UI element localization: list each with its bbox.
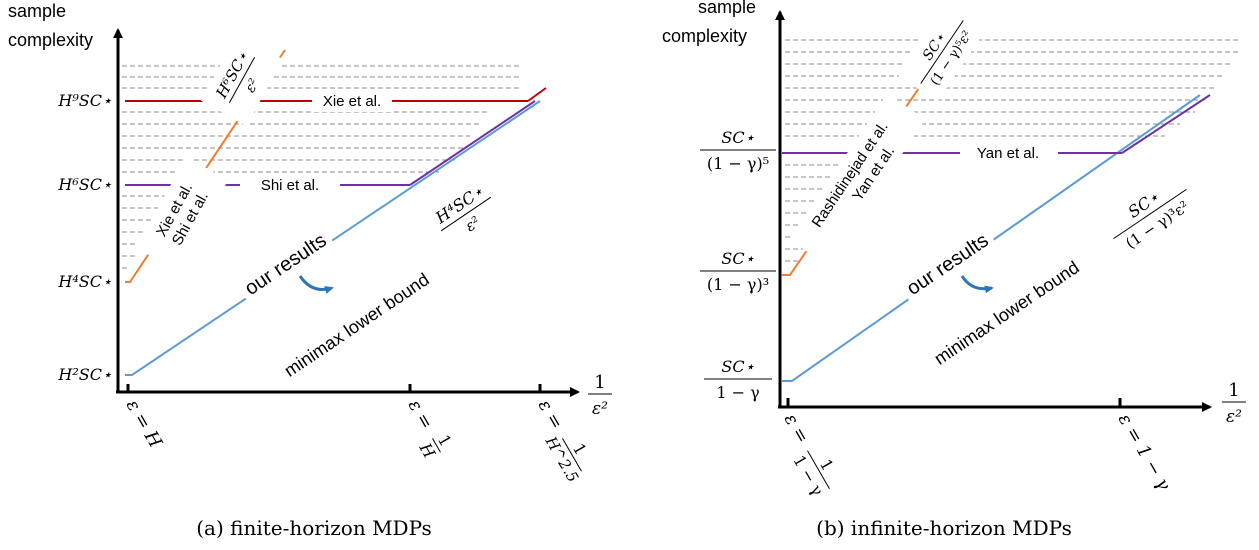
panel-a-xie-shi-line <box>125 49 286 283</box>
panel-b-orange-label-bar <box>920 20 964 84</box>
panel-a-ylabel-line1: sample <box>8 1 66 21</box>
panel-b-ytick-1-den: 1 − γ <box>716 383 759 402</box>
panel-b-yan-label: Yan et al. <box>977 145 1039 162</box>
panel-a-xlabel-den: ε² <box>592 399 608 419</box>
panel-a-minimax-label: minimax lower bound <box>281 269 433 381</box>
panel-b-ytick-1: SC⋆ 1 − γ <box>704 357 772 402</box>
panel-a-our-results-bg <box>235 225 336 304</box>
panel-a-our-results-line <box>125 100 541 376</box>
panel-a-curved-arrow <box>298 275 334 294</box>
panel-a-ytick-h6: H⁶SC⋆ <box>57 175 112 194</box>
panel-b-ytick-3-num: SC⋆ <box>721 249 754 268</box>
panel-b-curved-arrow <box>960 275 994 294</box>
panel-b-ylabel-line1: sample <box>698 0 756 17</box>
panel-a-dashed-lines <box>122 65 522 269</box>
panel-b-rashidinejad-line <box>782 16 969 276</box>
panel-b-ytick-5-num: SC⋆ <box>721 128 754 147</box>
panel-a-xtick-3-den: H^2.5 <box>541 433 582 486</box>
panel-a-shi-label-bg <box>240 174 340 196</box>
panel-a-ytick-h4: H⁴SC⋆ <box>57 272 112 291</box>
panel-b-yan-line-tail <box>1121 94 1211 154</box>
panel-b-rashidinejad-label-bg <box>788 93 926 266</box>
panel-a-xlabel-num: 1 <box>594 372 605 393</box>
panel-a-xie-label: Xie et al. <box>323 93 381 110</box>
panel-a-minimax-den: ε² <box>462 213 484 236</box>
panel-a-xie-line-tail <box>527 87 547 102</box>
panel-b-yan-label-bg <box>960 142 1058 164</box>
panel-b-xtick-1-bar <box>807 450 830 489</box>
panel-a-xtick-2-bar <box>432 438 441 453</box>
panel-b-ytick-3-den: (1 − γ)³ <box>707 275 769 294</box>
panel-a: sample complexity H⁹SC⋆ H⁶SC⋆ H⁴SC⋆ H²SC… <box>8 1 612 540</box>
panel-b-xtick-2: ε = 1 − γ <box>1114 410 1175 494</box>
panel-a-ytick-h9: H⁹SC⋆ <box>57 91 112 110</box>
panel-a-minimax-bar <box>440 196 492 232</box>
panel-b-xlabel-num: 1 <box>1228 380 1239 401</box>
panel-b-ytick-5-den: (1 − γ)⁵ <box>707 154 769 173</box>
panel-a-xtick-3-bar <box>562 438 582 472</box>
panel-b-xtick-1-left: ε = <box>780 410 813 447</box>
panel-b: sample complexity SC⋆ (1 − γ)⁵ SC⋆ (1 − … <box>662 0 1246 540</box>
panel-b-ytick-5: SC⋆ (1 − γ)⁵ <box>700 128 776 173</box>
panel-a-xie-label-bg <box>312 90 392 112</box>
panel-a-shi-line-tail <box>409 100 536 186</box>
panel-b-our-results-bg <box>897 225 998 304</box>
panel-b-ytick-1-num: SC⋆ <box>721 357 754 376</box>
panel-a-shi-label: Shi et al. <box>261 177 319 194</box>
panel-b-ylabel-line2: complexity <box>662 26 747 46</box>
panel-b-minimax-bar <box>1113 188 1187 240</box>
panel-b-our-results-line <box>782 94 1201 382</box>
panel-a-ytick-h2: H²SC⋆ <box>57 365 112 384</box>
panel-a-xtick-1: ε = H <box>122 396 166 452</box>
panel-a-ylabel-line2: complexity <box>8 30 93 50</box>
panel-b-caption: (b) infinite-horizon MDPs <box>816 516 1072 540</box>
panel-b-xlabel-den: ε² <box>1226 407 1242 427</box>
panel-b-ytick-3: SC⋆ (1 − γ)³ <box>700 249 776 294</box>
panel-a-xtick-2-left: ε = <box>404 396 437 433</box>
panel-a-xtick-3-left: ε = <box>534 396 567 433</box>
panel-a-orange-label-bar <box>228 57 256 103</box>
panel-a-caption: (a) finite-horizon MDPs <box>196 516 432 540</box>
panel-a-xie-shi-label-bg <box>135 156 229 272</box>
